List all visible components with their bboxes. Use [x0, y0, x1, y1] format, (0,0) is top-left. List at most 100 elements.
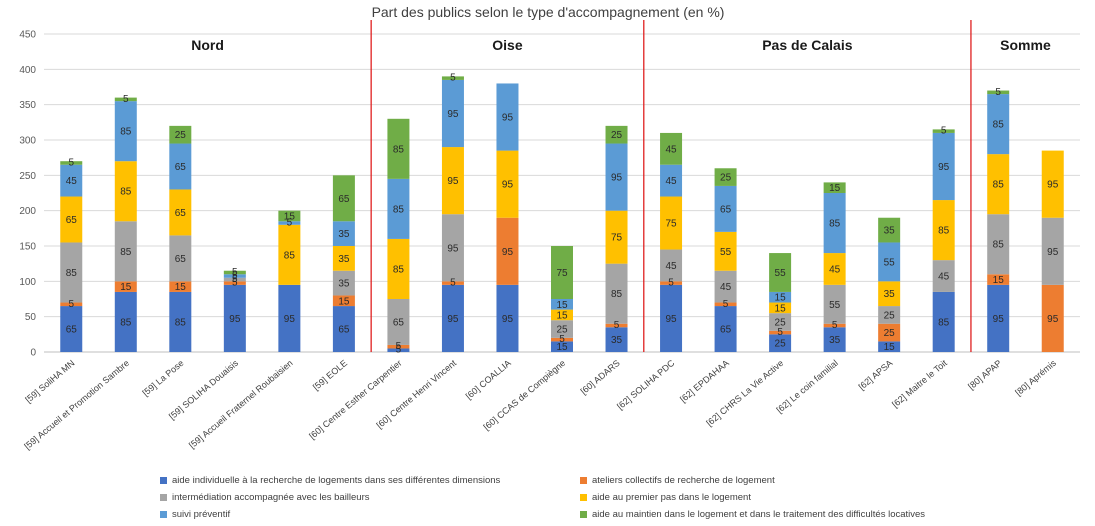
- y-tick-label: 0: [30, 348, 36, 359]
- data-label: 25: [884, 328, 896, 339]
- legend-label: aide au maintien dans le logement et dan…: [592, 509, 926, 520]
- bar-segment: [441, 79, 464, 148]
- bar-segment: [1041, 217, 1064, 285]
- bar-segment: [987, 90, 1010, 95]
- bar-segment: [660, 164, 683, 197]
- data-label: 15: [829, 183, 841, 194]
- data-label: 25: [720, 173, 732, 184]
- data-label: 25: [775, 339, 787, 350]
- data-label: 95: [447, 314, 459, 325]
- bar-segment: [605, 327, 628, 352]
- x-tick-label: [59] Accueil et Promotion Sambre: [22, 358, 131, 452]
- bar-segment: [441, 281, 464, 285]
- data-label: 25: [884, 310, 896, 321]
- data-label: 95: [502, 247, 514, 258]
- bar-segment: [60, 164, 83, 197]
- data-label: 15: [884, 342, 896, 353]
- bar-segment: [769, 253, 792, 292]
- bar-segment: [551, 341, 573, 352]
- legend-item: aide individuelle à la recherche de loge…: [160, 475, 500, 486]
- bar-segment: [1041, 150, 1064, 218]
- data-label: 35: [611, 335, 623, 346]
- data-label: 65: [338, 194, 350, 205]
- data-label: 15: [175, 282, 187, 293]
- bar-segment: [441, 284, 464, 352]
- bar-segment: [932, 291, 955, 352]
- data-label: 5: [941, 126, 947, 137]
- bar-segment: [387, 118, 410, 179]
- x-tick-label: [80] APAP: [966, 358, 1003, 392]
- data-label: 25: [175, 130, 187, 141]
- bar-segment: [387, 178, 410, 239]
- data-label: 95: [938, 162, 950, 173]
- x-tick-label: [60] ADARS: [579, 358, 622, 397]
- data-label: 25: [556, 325, 568, 336]
- bar-segment: [332, 295, 355, 307]
- data-label: 5: [723, 299, 729, 310]
- bar-segment: [551, 320, 573, 338]
- legend-swatch: [160, 511, 167, 518]
- data-label: 35: [338, 254, 350, 265]
- data-label: 5: [832, 320, 838, 331]
- x-tick-label: [62] SOLIHA PDC: [615, 358, 677, 412]
- legend-swatch: [580, 511, 587, 518]
- data-label: 95: [502, 113, 514, 124]
- data-label: 65: [720, 325, 732, 336]
- bar-segment: [114, 97, 137, 102]
- bar-segment: [223, 270, 246, 275]
- data-label: 35: [884, 226, 896, 237]
- region-separators: [370, 20, 972, 352]
- bar-segment: [60, 242, 83, 303]
- y-tick-label: 350: [19, 100, 36, 111]
- legend-item: intermédiation accompagnée avec les bail…: [160, 492, 370, 503]
- bar-segment: [878, 323, 901, 342]
- bar-segment: [223, 281, 246, 285]
- data-label: 55: [884, 257, 896, 268]
- x-tick-label: [62] APSA: [857, 358, 895, 392]
- data-label: 95: [502, 314, 514, 325]
- data-label: 85: [120, 187, 132, 198]
- bar-segment: [551, 299, 573, 310]
- bar-segment: [660, 132, 683, 165]
- data-label: 5: [396, 341, 402, 352]
- bar-segment: [932, 200, 955, 261]
- bar-segment: [660, 281, 683, 285]
- bar-segment: [769, 313, 792, 331]
- bar-segment: [878, 217, 901, 243]
- data-label: 85: [938, 226, 950, 237]
- data-label: 5: [232, 274, 238, 285]
- bar-segment: [223, 274, 246, 278]
- legend-item: aide au maintien dans le logement et dan…: [580, 509, 925, 520]
- data-label: 65: [393, 317, 405, 328]
- bar-segment: [496, 284, 519, 352]
- bar-segment: [878, 341, 901, 352]
- bar-segment: [496, 150, 519, 218]
- bar-segment: [823, 327, 846, 352]
- data-label: 45: [665, 176, 677, 187]
- bar-segment: [223, 277, 246, 282]
- data-label: 5: [450, 278, 456, 289]
- bar-segment: [114, 221, 137, 282]
- region-label: Nord: [191, 37, 224, 53]
- data-label: 85: [120, 247, 132, 258]
- legend-label: suivi préventif: [172, 509, 231, 520]
- bar-segment: [605, 210, 628, 264]
- data-label: 35: [829, 335, 841, 346]
- data-label: 85: [938, 317, 950, 328]
- bar-segment: [878, 281, 901, 307]
- data-label: 95: [284, 314, 296, 325]
- legend-swatch: [160, 494, 167, 501]
- bar-segment: [769, 291, 792, 303]
- data-label: 45: [829, 264, 841, 275]
- bar-segment: [714, 270, 737, 303]
- data-label: 15: [556, 300, 568, 311]
- y-tick-label: 400: [19, 65, 36, 76]
- data-label: 95: [229, 314, 241, 325]
- data-label: 65: [66, 215, 78, 226]
- legend-label: ateliers collectifs de recherche de loge…: [592, 475, 775, 486]
- legend-swatch: [580, 494, 587, 501]
- bar-segment: [387, 344, 410, 349]
- legend-item: suivi préventif: [160, 509, 230, 520]
- bar-segment: [60, 306, 83, 352]
